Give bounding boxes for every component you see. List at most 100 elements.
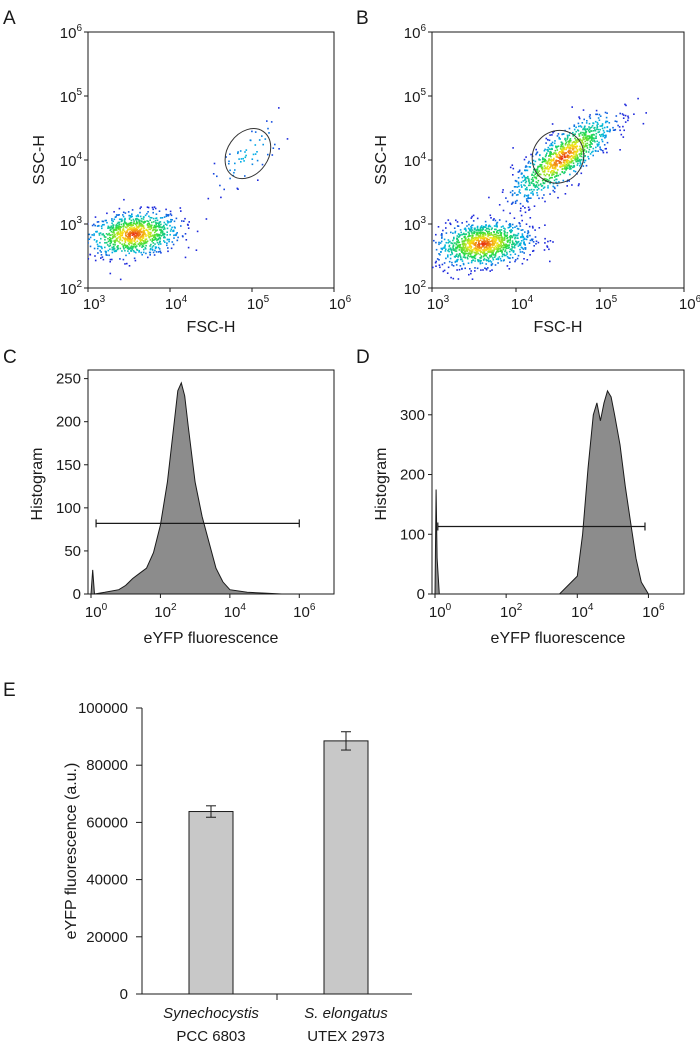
scatter-point-debris — [110, 228, 112, 231]
scatter-point-cells — [578, 135, 581, 137]
scatter-point-debris — [463, 254, 466, 257]
scatter-point-debris — [109, 234, 112, 236]
scatter-point-cells — [533, 169, 535, 171]
scatter-point-cells — [558, 181, 560, 183]
scatter-point-debris — [457, 241, 459, 244]
scatter-point-cells — [581, 122, 584, 124]
scatter-point-debris — [473, 249, 475, 251]
scatter-point-cells — [554, 171, 557, 174]
scatter-point-cells — [563, 152, 566, 155]
scatter-point-cells — [547, 160, 550, 162]
scatter-point-cells — [556, 135, 559, 137]
scatter-point-debris — [499, 237, 501, 239]
scatter-point-debris — [115, 229, 118, 232]
scatter-point-debris — [135, 229, 137, 232]
scatter-point-cells — [527, 194, 530, 196]
scatter-point-debris — [447, 249, 449, 252]
scatter-point-debris — [483, 258, 486, 260]
scatter-point-debris — [119, 239, 121, 241]
scatter-point-cells — [555, 178, 558, 181]
scatter-point-debris — [473, 244, 476, 246]
scatter-point-cells — [583, 134, 585, 136]
scatter-point-debris — [452, 244, 455, 246]
scatter-point-debris — [89, 245, 92, 248]
category-strain-pcc6803: PCC 6803 — [176, 1028, 245, 1045]
scatter-point-debris — [484, 226, 486, 228]
scatter-point-cells — [592, 147, 595, 150]
scatter-point-debris — [164, 223, 167, 225]
scatter-point-debris — [140, 217, 143, 220]
scatter-point-cells — [552, 189, 554, 192]
scatter-point-debris — [447, 248, 450, 251]
scatter-point-debris — [166, 220, 169, 222]
scatter-point-debris — [142, 225, 145, 227]
scatter-point-cells — [585, 138, 587, 140]
scatter-point-debris — [462, 262, 465, 265]
scatter-point-debris — [470, 252, 472, 255]
scatter-point-debris — [549, 260, 551, 263]
scatter-point-debris — [146, 220, 148, 222]
scatter-point-debris — [509, 257, 511, 259]
scatter-point-cells — [595, 146, 597, 149]
scatter-point-debris — [516, 257, 519, 260]
scatter-point-debris — [154, 236, 157, 239]
scatter-point-cells — [550, 160, 553, 162]
scatter-point-cells — [574, 170, 577, 173]
scatter-point-cells — [544, 159, 546, 162]
scatter-point-cells — [551, 144, 554, 147]
scatter-point-cells — [559, 158, 561, 160]
scatter-point-cells — [642, 122, 645, 125]
scatter-point-debris — [99, 241, 101, 244]
scatter-point-cells — [576, 157, 579, 160]
scatter-point-cells — [568, 127, 571, 130]
scatter-point-cells — [575, 140, 578, 142]
scatter-point-debris — [520, 236, 522, 238]
scatter-point-debris — [464, 256, 466, 258]
scatter-point-debris — [417, 264, 419, 266]
scatter-point-cells — [576, 164, 579, 166]
scatter-point-debris — [85, 238, 87, 240]
scatter-point-cells — [520, 207, 522, 210]
scatter-point-debris — [131, 242, 133, 245]
scatter-point-debris — [448, 245, 450, 248]
scatter-point-debris — [114, 244, 116, 246]
scatter-point-cells — [584, 136, 587, 138]
scatter-point-cells — [553, 179, 556, 182]
scatter-point-debris — [490, 250, 493, 252]
scatter-point-debris — [118, 221, 121, 224]
scatter-point-debris — [168, 238, 171, 241]
scatter-point-debris — [107, 249, 110, 252]
scatter-point-cells — [592, 133, 595, 136]
scatter-point-cells — [573, 125, 575, 127]
scatter-point-debris — [479, 262, 482, 265]
scatter-point-debris — [169, 233, 171, 236]
scatter-point-cells — [588, 115, 591, 118]
scatter-point-debris — [183, 220, 185, 222]
scatter-point-debris — [509, 237, 512, 239]
scatter-point-debris — [459, 258, 462, 261]
scatter-point-cells — [552, 163, 554, 166]
scatter-point-debris — [94, 255, 96, 257]
scatter-point-debris — [499, 245, 502, 247]
scatter-point-debris — [457, 225, 460, 227]
scatter-point-cells — [566, 180, 568, 183]
scatter-point-debris — [184, 217, 186, 220]
scatter-point-debris — [469, 244, 471, 247]
scatter-point-cells — [574, 157, 577, 160]
scatter-point-cells — [589, 146, 591, 148]
scatter-point-debris — [492, 253, 494, 255]
scatter-point-debris — [522, 235, 525, 238]
scatter-point-debris — [152, 221, 155, 223]
scatter-point-debris — [546, 246, 549, 248]
scatter-point-debris — [97, 252, 99, 254]
scatter-point-cells — [541, 169, 544, 171]
scatter-point-debris — [497, 232, 500, 234]
scatter-point-debris — [67, 237, 69, 239]
scatter-point-debris — [451, 261, 453, 264]
scatter-point-cells — [536, 194, 539, 197]
scatter-point-cells — [563, 164, 565, 167]
scatter-point-debris — [498, 219, 501, 221]
scatter-point-cells — [579, 145, 581, 148]
